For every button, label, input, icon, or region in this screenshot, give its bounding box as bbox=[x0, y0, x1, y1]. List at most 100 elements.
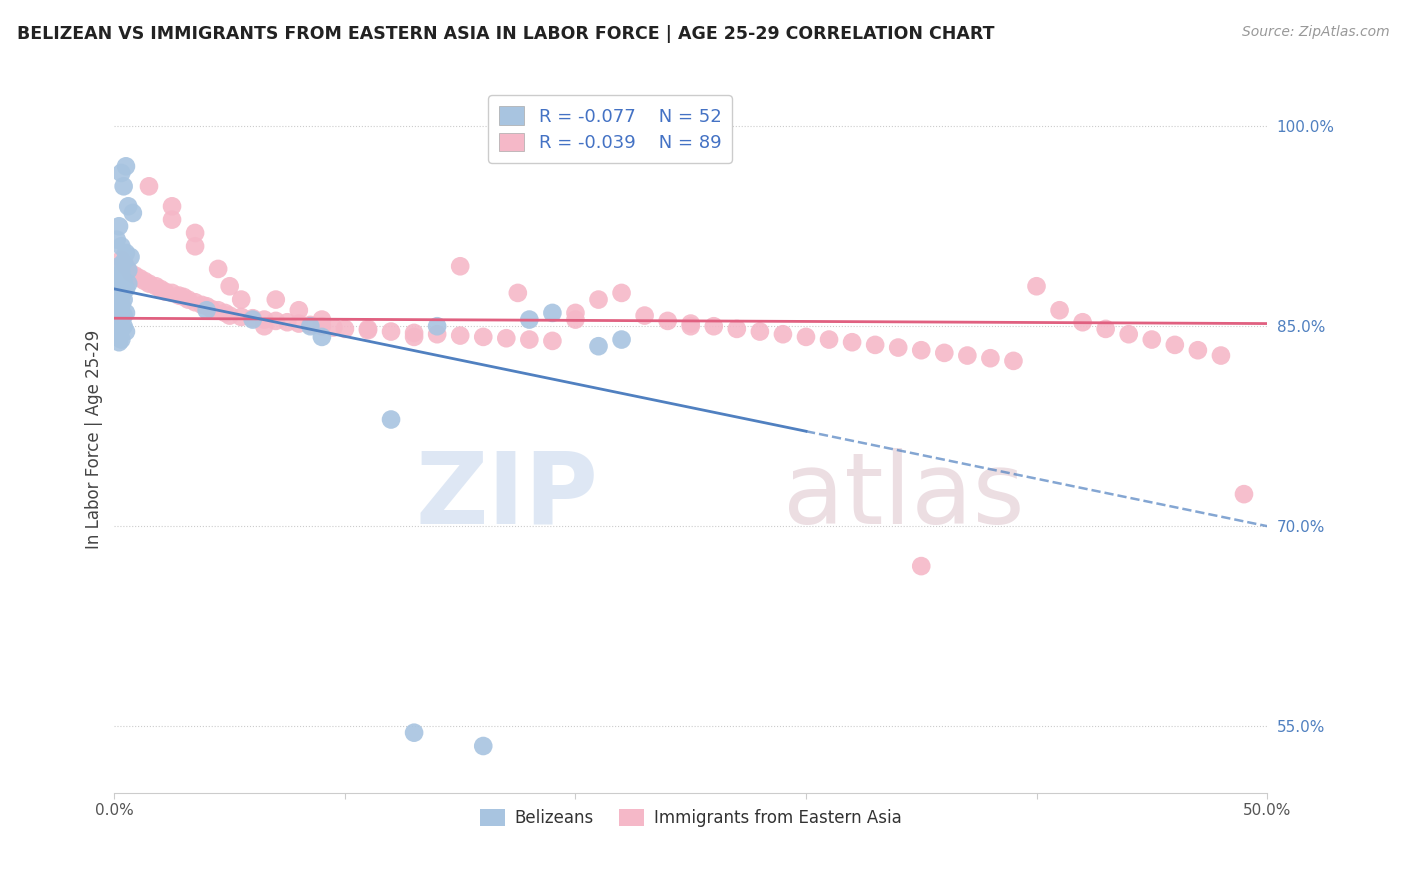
Point bbox=[1118, 327, 1140, 342]
Point bbox=[1187, 343, 1209, 358]
Point bbox=[1002, 354, 1025, 368]
Point bbox=[1071, 315, 1094, 329]
Point bbox=[105, 285, 128, 299]
Point bbox=[242, 312, 264, 326]
Point bbox=[138, 277, 160, 291]
Point bbox=[657, 314, 679, 328]
Point bbox=[934, 346, 956, 360]
Point bbox=[231, 293, 253, 307]
Point bbox=[841, 335, 863, 350]
Y-axis label: In Labor Force | Age 25-29: In Labor Force | Age 25-29 bbox=[86, 330, 103, 549]
Point bbox=[725, 322, 748, 336]
Point bbox=[115, 282, 138, 296]
Point bbox=[322, 320, 344, 334]
Point bbox=[112, 274, 135, 288]
Point bbox=[117, 199, 139, 213]
Point bbox=[110, 166, 132, 180]
Point bbox=[160, 199, 183, 213]
Point bbox=[288, 317, 311, 331]
Point bbox=[1209, 349, 1232, 363]
Point bbox=[564, 306, 586, 320]
Point bbox=[108, 327, 131, 342]
Point bbox=[264, 314, 287, 328]
Point bbox=[112, 293, 135, 307]
Point bbox=[299, 319, 322, 334]
Point bbox=[541, 334, 564, 348]
Point bbox=[117, 277, 139, 291]
Point bbox=[195, 303, 218, 318]
Point bbox=[115, 325, 138, 339]
Point bbox=[1140, 333, 1163, 347]
Point bbox=[112, 319, 135, 334]
Point bbox=[120, 266, 142, 280]
Point bbox=[115, 246, 138, 260]
Point bbox=[541, 306, 564, 320]
Point bbox=[472, 739, 495, 753]
Point bbox=[253, 312, 276, 326]
Point bbox=[794, 330, 817, 344]
Point bbox=[108, 314, 131, 328]
Point bbox=[910, 343, 932, 358]
Point bbox=[108, 335, 131, 350]
Point bbox=[472, 330, 495, 344]
Text: ZIP: ZIP bbox=[416, 448, 599, 544]
Point bbox=[404, 326, 426, 340]
Point bbox=[108, 271, 131, 285]
Point bbox=[108, 260, 131, 274]
Point bbox=[1233, 487, 1256, 501]
Point bbox=[110, 311, 132, 326]
Point bbox=[703, 319, 725, 334]
Point bbox=[276, 315, 298, 329]
Text: BELIZEAN VS IMMIGRANTS FROM EASTERN ASIA IN LABOR FORCE | AGE 25-29 CORRELATION : BELIZEAN VS IMMIGRANTS FROM EASTERN ASIA… bbox=[17, 25, 994, 43]
Point bbox=[110, 322, 132, 336]
Point bbox=[426, 327, 449, 342]
Point bbox=[218, 309, 240, 323]
Point bbox=[200, 301, 222, 316]
Point bbox=[610, 333, 633, 347]
Point bbox=[264, 293, 287, 307]
Point bbox=[404, 725, 426, 739]
Point bbox=[956, 349, 979, 363]
Point bbox=[633, 309, 655, 323]
Point bbox=[588, 293, 610, 307]
Point bbox=[979, 351, 1001, 366]
Point bbox=[115, 159, 138, 173]
Point bbox=[517, 312, 540, 326]
Point bbox=[207, 303, 229, 318]
Point bbox=[288, 303, 311, 318]
Point bbox=[110, 279, 132, 293]
Point bbox=[110, 266, 132, 280]
Point bbox=[160, 285, 183, 300]
Point bbox=[115, 260, 138, 274]
Point bbox=[153, 285, 176, 299]
Point bbox=[110, 333, 132, 347]
Point bbox=[449, 328, 471, 343]
Point bbox=[120, 250, 142, 264]
Point bbox=[679, 317, 702, 331]
Point bbox=[184, 239, 207, 253]
Point bbox=[195, 299, 218, 313]
Point bbox=[112, 309, 135, 323]
Point bbox=[242, 311, 264, 326]
Point bbox=[333, 322, 356, 336]
Point bbox=[149, 282, 172, 296]
Point bbox=[1049, 303, 1071, 318]
Point bbox=[404, 330, 426, 344]
Point bbox=[177, 293, 200, 307]
Point bbox=[108, 295, 131, 310]
Point bbox=[167, 288, 190, 302]
Point bbox=[184, 295, 207, 310]
Point bbox=[105, 268, 128, 283]
Point bbox=[108, 287, 131, 301]
Point bbox=[160, 212, 183, 227]
Point bbox=[887, 341, 910, 355]
Point bbox=[311, 330, 333, 344]
Text: Source: ZipAtlas.com: Source: ZipAtlas.com bbox=[1241, 25, 1389, 39]
Point bbox=[610, 285, 633, 300]
Point bbox=[110, 252, 132, 267]
Point bbox=[818, 333, 841, 347]
Point bbox=[449, 260, 471, 274]
Point bbox=[191, 298, 214, 312]
Point bbox=[311, 319, 333, 334]
Point bbox=[357, 323, 380, 337]
